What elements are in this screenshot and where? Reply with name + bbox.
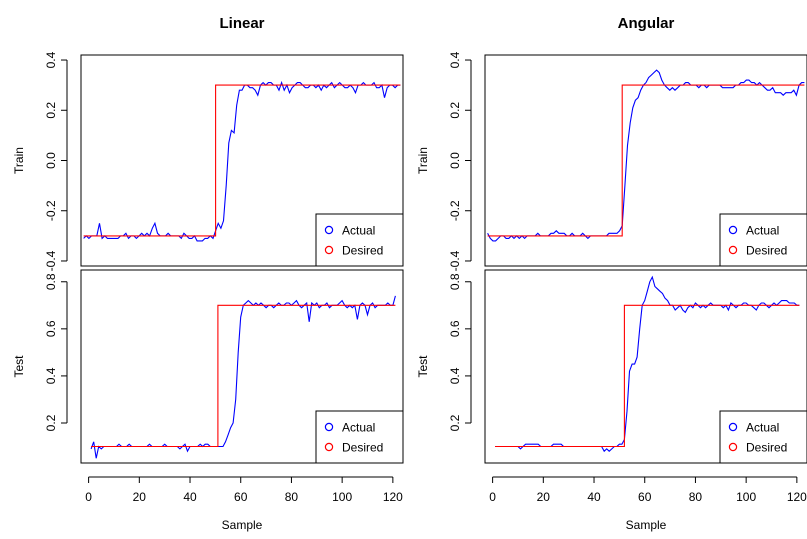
legend-marker-desired: [324, 245, 334, 255]
x-tick-label: 40: [183, 490, 197, 504]
legend-marker-actual: [728, 225, 738, 235]
panel-linear-train: -0.4 -0.2 0.0 0.2 0.4 Train Actual Desired: [12, 51, 404, 271]
y-tick-label: 0.0: [448, 152, 462, 169]
y-tick-label: -0.2: [44, 200, 58, 221]
legend-box: [719, 213, 807, 267]
y-tick-label: 0.4: [44, 367, 58, 384]
legend-label-desired: Desired: [746, 244, 787, 258]
y-axis-title: Train: [416, 147, 430, 174]
x-tick-label: 20: [537, 490, 551, 504]
legend: Actual Desired: [719, 410, 807, 464]
y-tick-label: 0.2: [44, 102, 58, 119]
column-title-angular: Angular: [618, 15, 675, 32]
y-tick-label: 0.8: [448, 273, 462, 290]
series-desired-line: [83, 84, 401, 237]
panel-linear-test: 0.2 0.4 0.6 0.8 Test 0 20 40 60 80 100 120 Actual Des…: [12, 269, 404, 504]
series-desired-line: [487, 84, 805, 237]
x-tick-label: 60: [234, 490, 248, 504]
series-actual-line: [83, 80, 401, 242]
legend-label-actual: Actual: [342, 224, 375, 238]
x-tick-label: 60: [638, 490, 652, 504]
x-tick-label: 0: [489, 490, 496, 504]
x-tick-label: 0: [85, 490, 92, 504]
legend-marker-desired: [728, 245, 738, 255]
legend-box: [315, 213, 404, 267]
plot-frame: [80, 54, 404, 267]
panel-angular-train: -0.4 -0.2 0.0 0.2 0.4 Train Actual Desired: [416, 51, 807, 271]
y-tick-label: 0.2: [448, 414, 462, 431]
x-axis-title-linear: Sample: [222, 518, 263, 532]
y-tick-label: 0.6: [448, 320, 462, 337]
legend: Actual Desired: [315, 410, 404, 464]
legend-label-actual: Actual: [746, 421, 779, 435]
x-tick-label: 100: [332, 490, 352, 504]
plot-frame: [484, 269, 807, 464]
series-desired-line: [91, 304, 396, 448]
y-tick-label: 0.4: [448, 51, 462, 68]
x-tick-label: 40: [587, 490, 601, 504]
y-tick-label: 0.2: [448, 102, 462, 119]
y-tick-label: 0.0: [44, 152, 58, 169]
legend-label-actual: Actual: [746, 224, 779, 238]
plot-frame: [484, 54, 807, 267]
legend-box: [719, 410, 807, 464]
x-tick-label: 20: [133, 490, 147, 504]
x-tick-label: 80: [285, 490, 299, 504]
y-axis-title: Test: [416, 355, 430, 378]
plot-frame: [80, 269, 404, 464]
legend-marker-desired: [728, 442, 738, 452]
panel-angular-test: 0.2 0.4 0.6 0.8 Test 0 20 40 60 80 100 120 Actual Des…: [416, 269, 807, 504]
x-tick-label: 120: [383, 490, 403, 504]
panels: -0.4-0.20.00.20.4TrainActualDesired-0.4-…: [12, 51, 807, 504]
legend-marker-desired: [324, 442, 334, 452]
y-axis-title: Test: [12, 355, 26, 378]
legend-marker-actual: [728, 422, 738, 432]
y-tick-label: -0.2: [448, 200, 462, 221]
y-tick-label: 0.2: [44, 414, 58, 431]
legend-label-desired: Desired: [342, 244, 383, 258]
x-tick-label: 80: [689, 490, 703, 504]
y-tick-label: 0.4: [44, 51, 58, 68]
x-tick-label: 100: [736, 490, 756, 504]
y-tick-label: 0.8: [44, 273, 58, 290]
legend-label-desired: Desired: [342, 441, 383, 455]
legend-label-desired: Desired: [746, 441, 787, 455]
x-axis-title-angular: Sample: [626, 518, 667, 532]
y-tick-label: -0.4: [44, 250, 58, 271]
x-tick-label: 120: [787, 490, 807, 504]
legend: Actual Desired: [719, 213, 807, 267]
legend-marker-actual: [324, 225, 334, 235]
legend: Actual Desired: [315, 213, 404, 267]
y-axis-title: Train: [12, 147, 26, 174]
y-tick-label: -0.4: [448, 250, 462, 271]
legend-label-actual: Actual: [342, 421, 375, 435]
column-title-linear: Linear: [219, 15, 264, 32]
legend-marker-actual: [324, 422, 334, 432]
legend-box: [315, 410, 404, 464]
y-tick-label: 0.6: [44, 320, 58, 337]
y-tick-label: 0.4: [448, 367, 462, 384]
series-desired-line: [495, 304, 800, 448]
